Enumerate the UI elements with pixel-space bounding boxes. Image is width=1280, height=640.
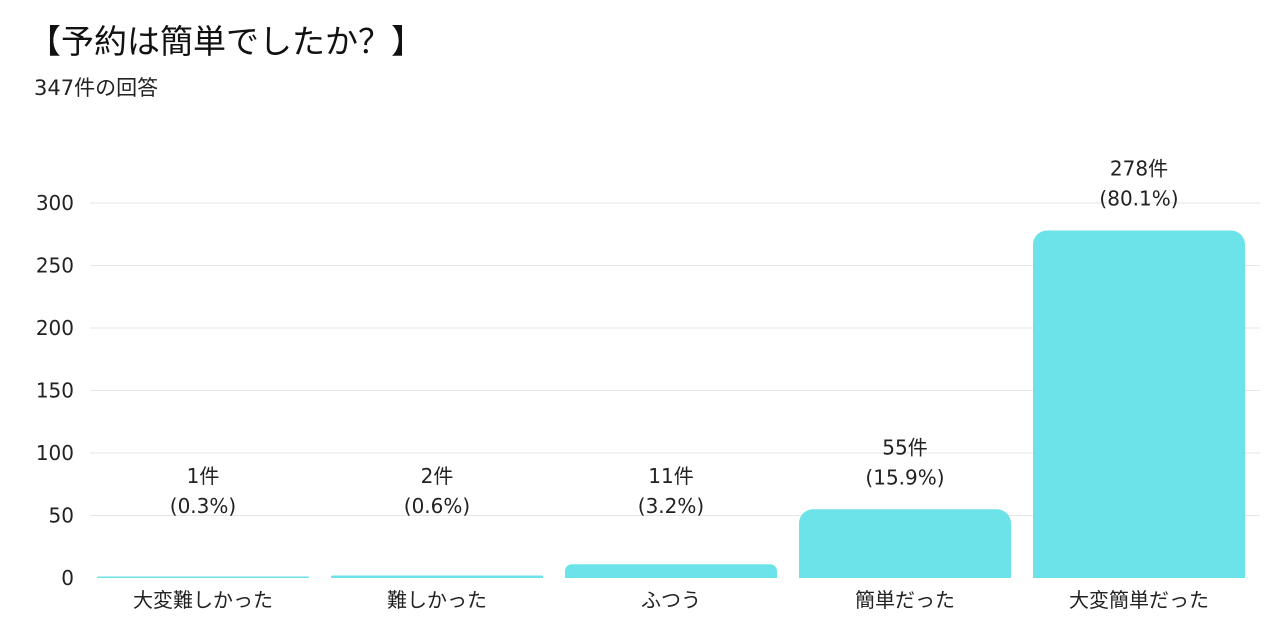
bar-base-mask bbox=[564, 578, 778, 587]
y-tick-label: 200 bbox=[36, 316, 74, 340]
x-tick-label: 大変難しかった bbox=[133, 588, 273, 612]
bar-base-mask bbox=[1032, 578, 1246, 594]
bar-base-mask bbox=[330, 578, 544, 582]
y-tick-label: 150 bbox=[36, 379, 74, 403]
bar bbox=[1033, 230, 1245, 592]
data-label-count: 1件 bbox=[187, 464, 220, 488]
data-label-percent: (15.9%) bbox=[865, 465, 944, 489]
data-label-percent: (0.3%) bbox=[170, 494, 236, 518]
x-tick-label: 難しかった bbox=[387, 588, 487, 612]
x-tick-label: 簡単だった bbox=[855, 588, 955, 612]
data-label-count: 55件 bbox=[882, 435, 927, 459]
data-label-count: 278件 bbox=[1110, 157, 1168, 181]
y-tick-label: 300 bbox=[36, 191, 74, 215]
bar-base-mask bbox=[798, 578, 1012, 594]
chart-title: 【予約は簡単でしたか？】 bbox=[28, 22, 424, 61]
y-tick-label: 100 bbox=[36, 441, 74, 465]
bar bbox=[799, 509, 1011, 592]
x-tick-label: 大変簡単だった bbox=[1069, 588, 1209, 612]
y-tick-label: 0 bbox=[61, 566, 74, 590]
x-tick-label: ふつう bbox=[641, 588, 701, 612]
y-tick-label: 250 bbox=[36, 254, 74, 278]
y-tick-label: 50 bbox=[49, 504, 74, 528]
response-count: 347件の回答 bbox=[34, 76, 159, 100]
data-label-percent: (3.2%) bbox=[638, 494, 704, 518]
data-label-percent: (80.1%) bbox=[1099, 187, 1178, 211]
bar-base-mask bbox=[96, 578, 310, 581]
data-label-count: 2件 bbox=[421, 464, 454, 488]
data-label-count: 11件 bbox=[648, 464, 693, 488]
data-label-percent: (0.6%) bbox=[404, 494, 470, 518]
